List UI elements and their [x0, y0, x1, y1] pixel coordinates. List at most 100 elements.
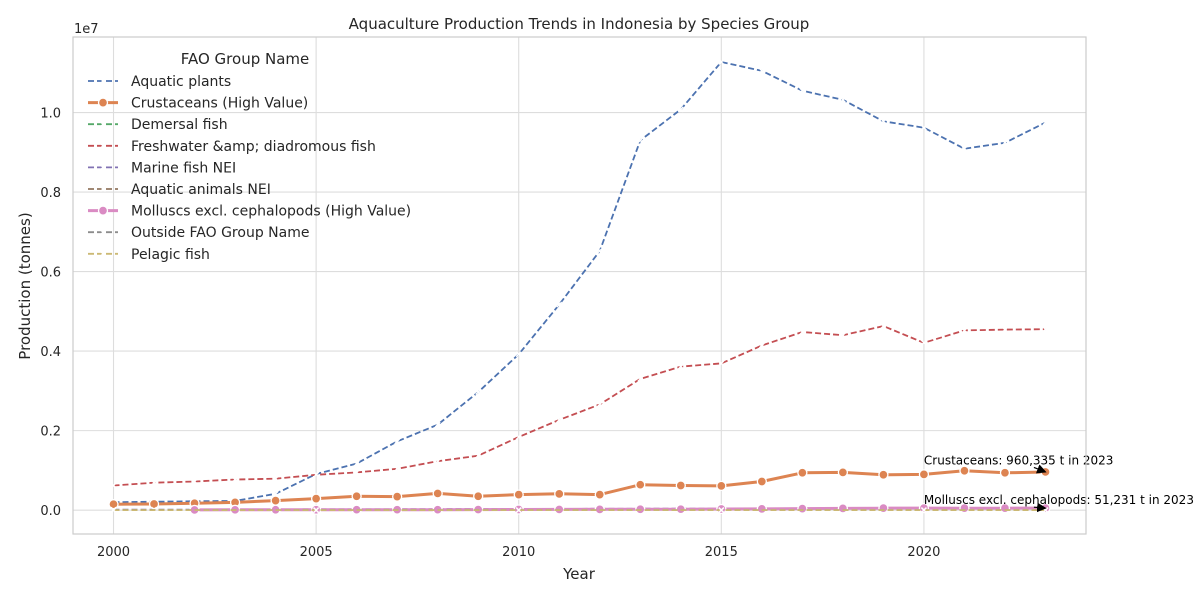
data-point — [515, 507, 522, 514]
y-axis-label: Production (tonnes) — [16, 212, 34, 359]
data-point — [475, 389, 482, 396]
data-point — [837, 467, 849, 478]
data-point — [554, 488, 565, 499]
chart-title: Aquaculture Production Trends in Indones… — [349, 15, 810, 33]
legend-label: Marine fish NEI — [131, 160, 236, 176]
series-freshwater-amp-diadromous-fish — [110, 323, 1049, 489]
data-point — [797, 467, 808, 478]
annotation-label: Molluscs excl. cephalopods: 51,231 t in … — [924, 493, 1194, 507]
x-tick-label: 2015 — [705, 545, 738, 560]
data-point — [515, 433, 522, 440]
legend-label: Freshwater &amp; diadromous fish — [131, 139, 376, 155]
data-point — [596, 247, 603, 254]
data-point — [596, 401, 603, 408]
legend-marker — [97, 97, 109, 108]
data-point — [434, 458, 441, 465]
data-point — [353, 469, 360, 476]
x-tick-label: 2000 — [97, 545, 130, 560]
data-point — [434, 421, 441, 428]
legend-item-marine-fish-nei: Marine fish NEI — [88, 160, 236, 176]
legend: FAO Group Name Aquatic plants Crustaceans… — [88, 50, 411, 263]
series-crustaceans-high-value — [108, 465, 1051, 510]
series-line — [113, 61, 1046, 504]
legend-title: FAO Group Name — [181, 50, 310, 68]
legend-marker — [100, 186, 106, 192]
data-point — [677, 106, 684, 113]
data-point — [758, 67, 765, 74]
data-point — [878, 503, 889, 514]
legend-label: Molluscs excl. cephalopods (High Value) — [131, 204, 411, 220]
series-molluscs-excl-cephalopods-high-value — [189, 502, 1051, 516]
data-point — [556, 416, 563, 423]
data-point — [637, 137, 644, 144]
legend-item-molluscs-excl-cephalopods-high-value: Molluscs excl. cephalopods (High Value) — [88, 204, 411, 220]
legend-item-pelagic-fish: Pelagic fish — [88, 247, 210, 263]
data-point — [718, 507, 725, 514]
data-point — [716, 503, 727, 515]
data-point — [473, 491, 484, 502]
data-point — [675, 480, 686, 491]
data-point — [151, 479, 158, 486]
legend-marker — [100, 121, 106, 128]
data-point — [313, 471, 320, 478]
y-tick-label: 1.0 — [40, 107, 61, 122]
legend-marker — [100, 229, 106, 236]
data-point — [394, 465, 401, 472]
legend-marker — [100, 164, 106, 171]
data-point — [272, 490, 279, 497]
data-point — [1042, 326, 1049, 333]
y-offset-label: 1e7 — [74, 22, 99, 37]
data-point — [677, 363, 684, 370]
series-line — [113, 469, 1046, 506]
data-point — [1042, 119, 1049, 126]
data-point — [594, 489, 605, 500]
data-point — [839, 332, 846, 339]
x-axis-ticks: 2000 2005 2010 2015 2020 — [97, 545, 940, 560]
legend-item-crustaceans-high-value: Crustaceans (High Value) — [88, 96, 308, 112]
data-point — [756, 503, 767, 515]
data-point — [272, 475, 279, 482]
legend-item-demersal-fish: Demersal fish — [88, 117, 228, 133]
data-point — [959, 465, 970, 476]
data-point — [918, 469, 930, 480]
data-point — [797, 503, 808, 514]
legend-marker — [97, 205, 109, 216]
y-tick-label: 0.0 — [40, 504, 61, 519]
legend-marker — [100, 142, 106, 149]
data-point — [999, 467, 1011, 478]
x-tick-label: 2005 — [300, 545, 333, 560]
data-point — [270, 495, 281, 506]
data-point — [232, 476, 239, 483]
data-point — [351, 491, 362, 502]
legend-item-outside-fao-group-name: Outside FAO Group Name — [88, 225, 309, 241]
data-point — [799, 329, 806, 336]
x-tick-label: 2020 — [907, 545, 940, 560]
data-point — [716, 480, 727, 492]
data-point — [920, 507, 927, 514]
y-tick-label: 0.4 — [40, 345, 61, 360]
legend-marker — [100, 78, 106, 84]
data-point — [515, 351, 522, 358]
series-line — [113, 325, 1046, 487]
data-point — [961, 327, 968, 334]
data-point — [637, 375, 644, 382]
data-point — [880, 323, 887, 330]
annotations-layer: Crustaceans: 960,335 t in 2023 Molluscs e… — [924, 453, 1194, 513]
legend-item-aquatic-animals-nei: Aquatic animals NEI — [88, 182, 271, 198]
data-point — [880, 118, 887, 125]
data-point — [148, 498, 160, 510]
series-layer — [108, 59, 1051, 516]
legend-label: Demersal fish — [131, 117, 228, 133]
data-point — [110, 507, 117, 514]
data-point — [432, 488, 443, 499]
legend-label: Aquatic animals NEI — [131, 182, 271, 198]
data-point — [878, 469, 889, 480]
legend-label: Outside FAO Group Name — [131, 225, 309, 241]
data-point — [1001, 326, 1008, 333]
annotation-arrow — [1033, 502, 1047, 513]
data-point — [718, 360, 725, 367]
data-point — [758, 342, 765, 349]
legend-label: Aquatic plants — [131, 74, 231, 90]
data-point — [635, 479, 646, 490]
